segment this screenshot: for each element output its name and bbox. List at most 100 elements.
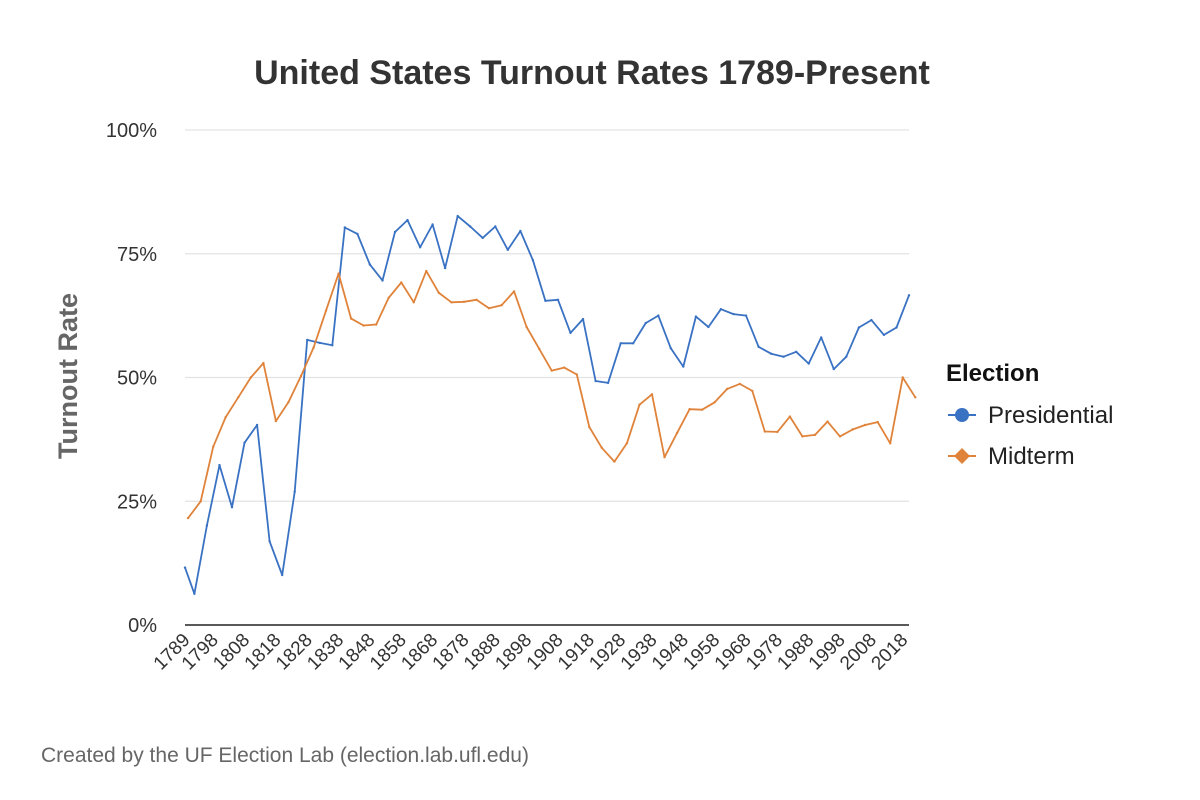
- data-point: [713, 401, 716, 404]
- data-point: [870, 318, 873, 322]
- data-point: [838, 435, 842, 438]
- data-point: [588, 425, 591, 429]
- data-point: [581, 317, 585, 321]
- data-point: [707, 325, 710, 329]
- data-point: [287, 401, 290, 404]
- source-caption: Created by the UF Election Lab (election…: [41, 744, 529, 767]
- data-point: [738, 382, 741, 386]
- series-line-presidential: [184, 215, 910, 595]
- x-tick-labels: 1789179818081818182818381848185818681878…: [150, 630, 912, 675]
- data-point: [556, 298, 560, 301]
- chart-title: United States Turnout Rates 1789-Present: [254, 54, 930, 92]
- legend-circle-icon: [955, 408, 969, 422]
- y-tick-label: 25%: [117, 491, 157, 513]
- y-axis-label: Turnout Rate: [53, 293, 83, 459]
- data-point: [744, 314, 748, 317]
- data-point: [763, 430, 766, 433]
- data-point: [337, 272, 340, 275]
- data-point: [331, 344, 334, 347]
- data-point: [895, 326, 898, 329]
- data-point: [387, 296, 390, 299]
- data-point: [563, 366, 566, 369]
- data-point: [268, 540, 271, 543]
- legend-label-presidential: Presidential: [988, 402, 1113, 429]
- data-point: [882, 333, 886, 337]
- data-point: [400, 281, 403, 284]
- series-midterm: [186, 269, 917, 520]
- data-point: [575, 373, 578, 376]
- data-point: [393, 230, 397, 234]
- data-point: [719, 308, 723, 311]
- data-point: [820, 336, 823, 339]
- data-point: [632, 342, 635, 345]
- legend-item-midterm[interactable]: Midterm: [948, 443, 1075, 470]
- y-tick-label: 75%: [117, 244, 157, 266]
- data-point: [863, 423, 867, 427]
- data-point: [675, 431, 679, 435]
- data-point: [889, 442, 892, 445]
- legend-label-midterm: Midterm: [988, 443, 1075, 470]
- data-point: [519, 229, 522, 233]
- data-point: [914, 396, 917, 399]
- data-point: [356, 232, 359, 236]
- data-point: [569, 331, 572, 335]
- data-point: [544, 299, 547, 302]
- data-point: [224, 415, 227, 419]
- data-point: [901, 376, 904, 379]
- data-point: [650, 393, 654, 396]
- data-point: [619, 342, 622, 345]
- data-point: [700, 408, 704, 411]
- data-point: [669, 347, 672, 350]
- data-point: [694, 315, 698, 318]
- legend-title: Election: [946, 360, 1039, 387]
- data-point: [462, 300, 466, 303]
- data-point: [186, 516, 190, 520]
- data-point: [274, 419, 278, 423]
- data-point: [845, 355, 848, 358]
- data-point: [813, 433, 817, 437]
- legend-item-presidential[interactable]: Presidential: [948, 402, 1113, 429]
- data-point: [443, 266, 447, 270]
- data-point: [262, 361, 265, 365]
- data-point: [550, 369, 553, 372]
- data-point: [431, 223, 434, 226]
- data-point: [425, 269, 428, 273]
- data-point: [230, 506, 234, 509]
- data-point: [362, 324, 365, 327]
- data-point: [199, 500, 202, 503]
- data-point: [613, 460, 616, 463]
- data-point: [638, 403, 641, 406]
- y-tick-label: 100%: [106, 120, 157, 142]
- data-point: [281, 573, 284, 577]
- data-point: [343, 226, 346, 229]
- data-point: [657, 314, 660, 317]
- series-lines: [183, 214, 917, 595]
- data-point: [237, 396, 240, 399]
- data-point: [506, 248, 509, 251]
- data-point: [368, 263, 372, 266]
- data-point: [795, 350, 798, 353]
- data-point: [525, 325, 528, 329]
- data-point: [663, 456, 666, 459]
- data-point: [437, 291, 441, 295]
- data-point: [481, 236, 484, 240]
- data-point: [299, 374, 303, 378]
- data-point: [757, 345, 760, 348]
- y-tick-label: 0%: [128, 615, 157, 637]
- data-point: [412, 301, 415, 304]
- data-point: [475, 298, 478, 301]
- y-tick-label: 50%: [117, 368, 157, 390]
- data-point: [807, 362, 810, 365]
- data-point: [218, 463, 221, 467]
- data-point: [324, 309, 328, 312]
- data-point: [318, 341, 321, 345]
- data-point: [832, 367, 835, 371]
- data-point: [688, 408, 691, 411]
- legend-diamond-icon: [954, 448, 970, 464]
- data-point: [538, 347, 541, 350]
- data-point: [494, 225, 497, 228]
- series-presidential: [183, 214, 911, 595]
- data-point: [243, 441, 246, 444]
- data-point: [876, 420, 879, 424]
